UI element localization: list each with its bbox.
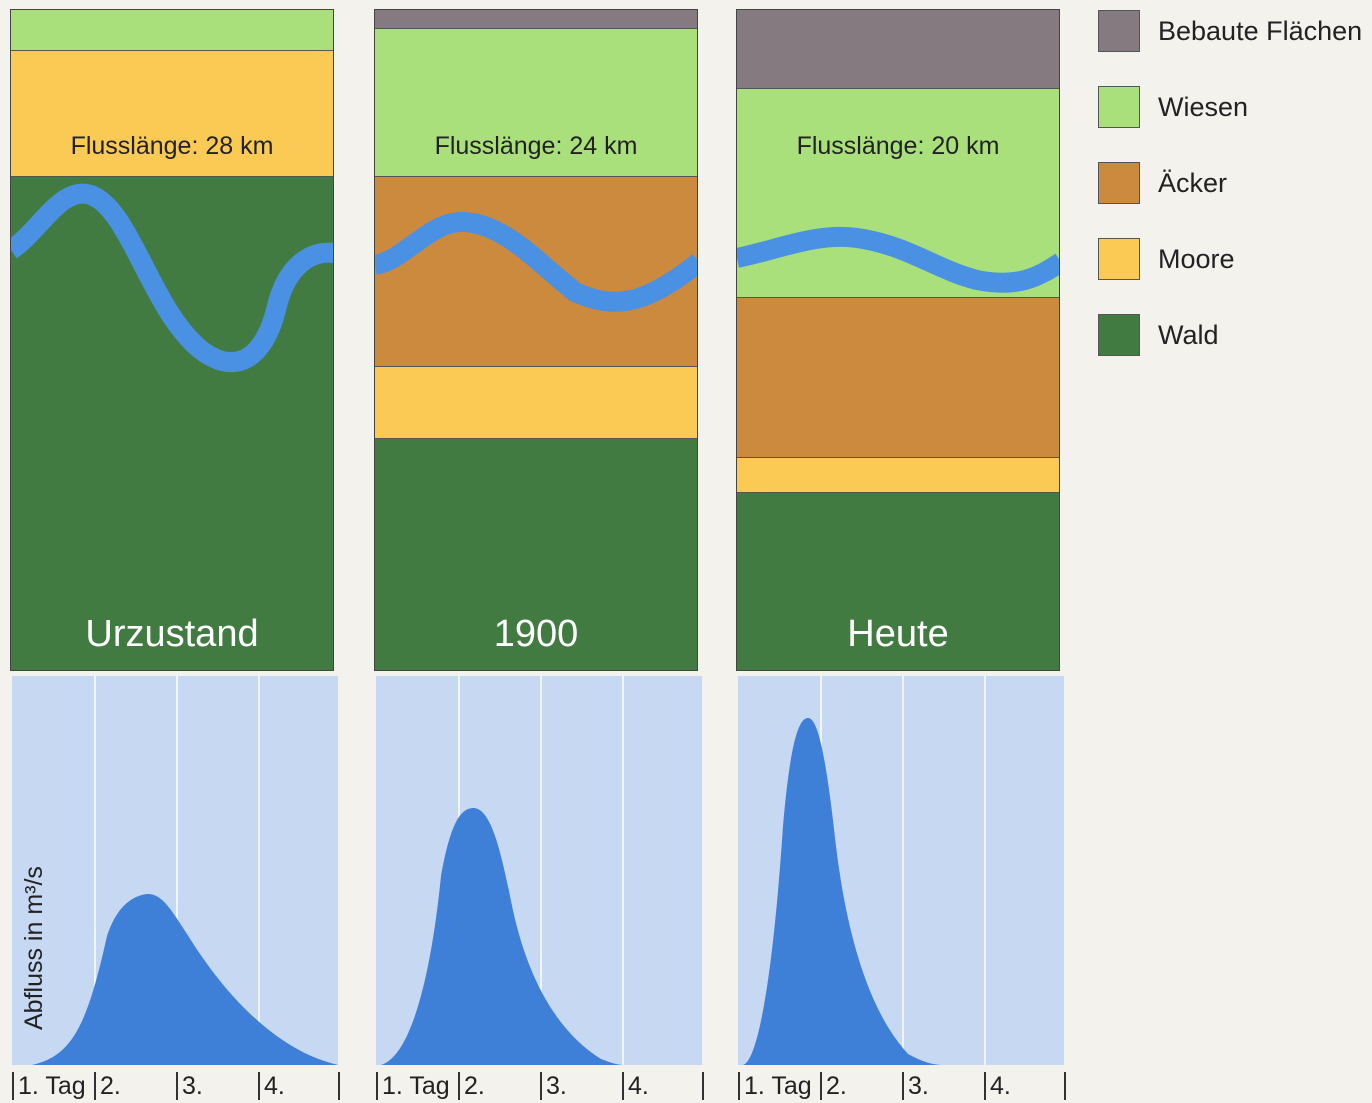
discharge-chart-1900	[376, 676, 702, 1065]
x-tick-label: 3.	[908, 1072, 929, 1100]
flow-length-label: Flusslänge: 20 km	[796, 132, 1000, 160]
x-tick-label: 4.	[264, 1072, 285, 1100]
band-aecker	[737, 298, 1059, 458]
legend-swatch	[1098, 314, 1140, 356]
x-tick	[176, 1072, 178, 1100]
discharge-curve	[32, 893, 338, 1065]
x-tick	[902, 1072, 904, 1100]
legend-label: Äcker	[1158, 168, 1228, 198]
legend-item-aecker: Äcker	[1098, 162, 1372, 206]
band-wald	[375, 439, 697, 670]
discharge-curve	[743, 718, 943, 1065]
x-tick-label: 1. Tag	[18, 1072, 86, 1100]
x-tick-label: 2.	[100, 1072, 121, 1100]
flow-length-label: Flusslänge: 28 km	[70, 132, 274, 160]
x-tick	[1064, 1072, 1066, 1100]
x-tick-label: 1. Tag	[382, 1072, 450, 1100]
band-bebaut	[737, 10, 1059, 89]
band-bebaut	[375, 10, 697, 29]
discharge-chart-heute	[738, 676, 1064, 1065]
panel-title: Heute	[847, 613, 949, 655]
flow-length-label: Flusslänge: 24 km	[434, 132, 638, 160]
legend-label: Wiesen	[1158, 92, 1249, 122]
x-tick-label: 1. Tag	[744, 1072, 812, 1100]
band-wiesen	[737, 89, 1059, 298]
x-tick-label: 4.	[990, 1072, 1011, 1100]
band-wald	[11, 177, 333, 670]
legend-swatch	[1098, 162, 1140, 204]
discharge-chart-urzustand	[12, 676, 338, 1065]
landuse-panel-urzustand: Flusslänge: 28 km Urzustand	[10, 9, 334, 671]
x-tick	[984, 1072, 986, 1100]
legend-label: Wald	[1158, 320, 1219, 350]
x-tick	[738, 1072, 740, 1100]
x-axis-heute: 1. Tag 2. 3. 4.	[738, 1068, 1068, 1103]
x-tick	[458, 1072, 460, 1100]
legend-label: Bebaute Flächen	[1158, 16, 1363, 46]
legend-item-moore: Moore	[1098, 238, 1372, 282]
river-line	[375, 212, 697, 312]
discharge-curve	[381, 808, 624, 1065]
x-axis-urzustand: 1. Tag 2. 3. 4.	[12, 1068, 342, 1103]
x-tick	[540, 1072, 542, 1100]
x-tick	[338, 1072, 340, 1100]
band-wiesen	[375, 29, 697, 177]
landuse-panel-1900: Flusslänge: 24 km 1900	[374, 9, 698, 671]
legend-item-bebaut: Bebaute Flächen	[1098, 10, 1372, 54]
x-axis-1900: 1. Tag 2. 3. 4.	[376, 1068, 706, 1103]
legend-label: Moore	[1158, 244, 1235, 274]
x-tick-label: 3.	[182, 1072, 203, 1100]
river-line	[11, 183, 333, 373]
band-wald	[737, 493, 1059, 670]
x-tick	[12, 1072, 14, 1100]
x-tick	[702, 1072, 704, 1100]
landuse-panel-heute: Flusslänge: 20 km Heute	[736, 9, 1060, 671]
legend-item-wald: Wald	[1098, 314, 1372, 358]
x-tick	[94, 1072, 96, 1100]
legend-swatch	[1098, 10, 1140, 52]
legend-swatch	[1098, 86, 1140, 128]
river-line	[737, 226, 1059, 293]
band-moore	[375, 367, 697, 439]
x-tick	[376, 1072, 378, 1100]
x-tick	[820, 1072, 822, 1100]
band-moore	[737, 458, 1059, 493]
band-moore	[11, 51, 333, 177]
x-tick	[258, 1072, 260, 1100]
legend-item-wiesen: Wiesen	[1098, 86, 1372, 130]
y-axis-label: Abfluss in m³/s	[20, 866, 48, 1030]
panel-title: 1900	[493, 613, 579, 655]
x-tick-label: 2.	[464, 1072, 485, 1100]
band-wiesen	[11, 10, 333, 51]
x-tick	[622, 1072, 624, 1100]
x-tick-label: 3.	[546, 1072, 567, 1100]
x-tick-label: 4.	[628, 1072, 649, 1100]
legend-swatch	[1098, 238, 1140, 280]
x-tick-label: 2.	[826, 1072, 847, 1100]
panel-title: Urzustand	[85, 613, 259, 655]
